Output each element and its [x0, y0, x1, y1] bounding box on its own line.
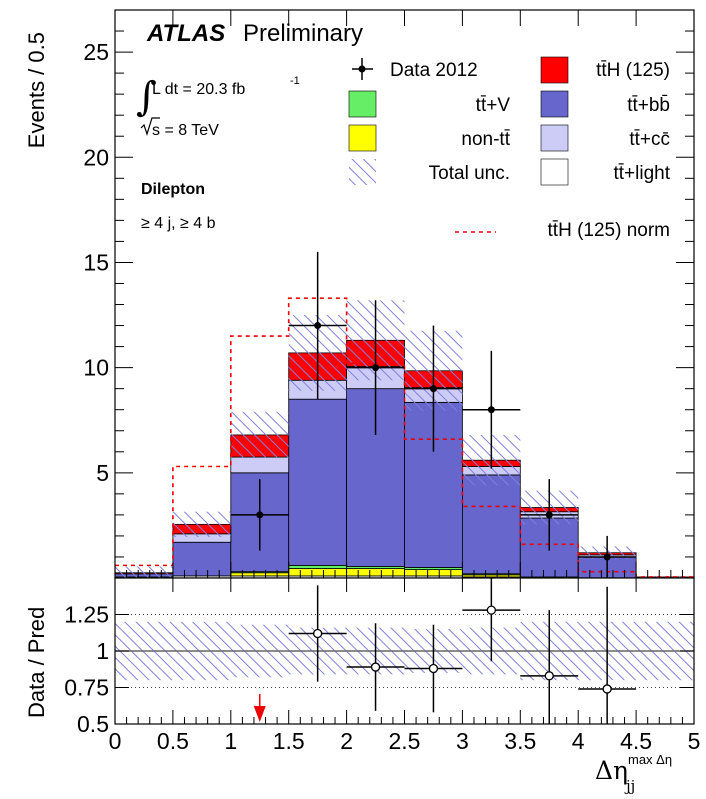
- ratio-point-4: [544, 671, 554, 681]
- ratio-point-5: [602, 684, 612, 694]
- legend-label-ttlight: tt̄+light: [613, 163, 670, 184]
- preliminary-label: Preliminary: [243, 20, 363, 47]
- ratio-point-3: [486, 605, 497, 615]
- atlas-label: ATLAS: [146, 20, 225, 47]
- x-axis-title: Δη: [595, 756, 628, 785]
- data-point-6: [603, 553, 611, 561]
- ratio-y-axis-label: Data / Pred: [24, 607, 49, 718]
- main-ytick-label-25: 25: [83, 39, 109, 65]
- total-unc-band-bin-1: [172, 511, 231, 537]
- legend-swatch-tth: [540, 56, 569, 84]
- data-point-0: [256, 511, 264, 519]
- legend-label-ttv: tt̄+V: [476, 95, 511, 116]
- legend-swatch-ttcc: [540, 124, 569, 152]
- data-point-2: [372, 364, 380, 372]
- ratio-xtick-label-0: 0: [109, 728, 122, 754]
- ratio-xtick-label-10: 5: [688, 728, 701, 754]
- ratio-ytick-label-1: 0.75: [64, 675, 109, 701]
- offscale-arrow-icon: [253, 706, 266, 722]
- main-ytick-label-15: 15: [83, 249, 109, 275]
- legend-swatch-unc: [349, 159, 376, 185]
- legend-label-unc: Total unc.: [429, 163, 510, 184]
- main-ytick-label-20: 20: [83, 144, 109, 170]
- ratio-xtick-label-9: 4.5: [620, 728, 652, 754]
- bar-nontt-bin-4: [346, 568, 405, 577]
- energy-text: s = 8 TeV: [152, 122, 219, 139]
- ratio-xtick-label-7: 3.5: [504, 728, 536, 754]
- ratio-ytick-label-0: 0.5: [77, 711, 109, 737]
- bar-ttbb-bin-6: [461, 474, 521, 575]
- legend-label-nontt: non-tt̄: [461, 129, 510, 150]
- lumi-exponent: -1: [290, 75, 300, 87]
- tth-norm-line: [115, 297, 694, 578]
- ratio-xtick-label-3: 1.5: [273, 728, 305, 754]
- bar-ttv-bin-3: [288, 564, 348, 569]
- ratio-xtick-label-1: 0.5: [157, 728, 189, 754]
- legend-label-ttbb: tt̄+bb̄: [627, 95, 670, 116]
- data-point-1: [314, 322, 322, 330]
- ratio-xtick-label-4: 2: [340, 728, 353, 754]
- channel-label: Dilepton: [141, 181, 205, 198]
- ratio-point-0: [312, 628, 323, 639]
- total-unc-band-bin-2: [230, 411, 289, 459]
- legend-swatch-ttv: [348, 90, 377, 118]
- data-point-5: [545, 511, 553, 519]
- ratio-point-2: [428, 663, 439, 674]
- legend-swatch-ttbb: [540, 90, 569, 118]
- legend-swatch-ttlight: [540, 158, 569, 186]
- legend-label-ttcc: tt̄+cc̄: [629, 129, 670, 150]
- ratio-xtick-label-6: 3: [456, 728, 469, 754]
- legend-marker-data: [352, 58, 373, 80]
- ratio-point-1: [370, 662, 381, 672]
- total-unc-band-bin-9: [636, 575, 694, 578]
- legend-label-tthnorm: tt̄H (125) norm: [548, 220, 670, 241]
- x-axis-title-sub: jj: [624, 777, 635, 795]
- main-ytick-label-5: 5: [96, 460, 109, 486]
- sqrt-sign-icon: [140, 117, 160, 136]
- legend-swatch-nontt: [348, 124, 377, 152]
- bar-nontt-bin-3: [288, 568, 348, 577]
- data-point-3: [429, 385, 437, 393]
- bar-ttcc-bin-2: [230, 456, 290, 474]
- lumi-text: L dt = 20.3 fb: [152, 81, 245, 98]
- bar-nontt-bin-5: [404, 569, 463, 577]
- data-point-4: [487, 406, 495, 414]
- main-panel: 5 10 15 20 25: [83, 9, 695, 579]
- legend-label-data: Data 2012: [390, 60, 478, 81]
- ratio-xtick-label-2: 1: [224, 728, 237, 754]
- x-axis-title-sup: max Δη: [628, 752, 672, 767]
- bar-nontt-bin-2: [230, 572, 290, 577]
- legend-label-tth: tt̄H (125): [596, 60, 670, 81]
- bar-ttbb-bin-1: [172, 541, 232, 577]
- bar-ttbb-bin-3: [288, 398, 348, 566]
- legend: Data 2012 tt̄H (125) tt̄+V tt̄+bb̄ non-t…: [348, 56, 671, 241]
- ratio-ytick-label-2: 1: [96, 638, 109, 664]
- main-y-axis-label: Events / 0.5: [24, 32, 49, 148]
- ratio-xtick-label-5: 2.5: [389, 728, 421, 754]
- integral-symbol: ∫: [136, 74, 157, 120]
- total-unc-band-bin-0: [115, 566, 173, 578]
- ratio-xtick-label-8: 4: [572, 728, 585, 754]
- selection-label: ≥ 4 j, ≥ 4 b: [141, 215, 216, 232]
- ratio-ytick-label-3: 1.25: [64, 602, 109, 628]
- main-ytick-label-10: 10: [83, 355, 109, 381]
